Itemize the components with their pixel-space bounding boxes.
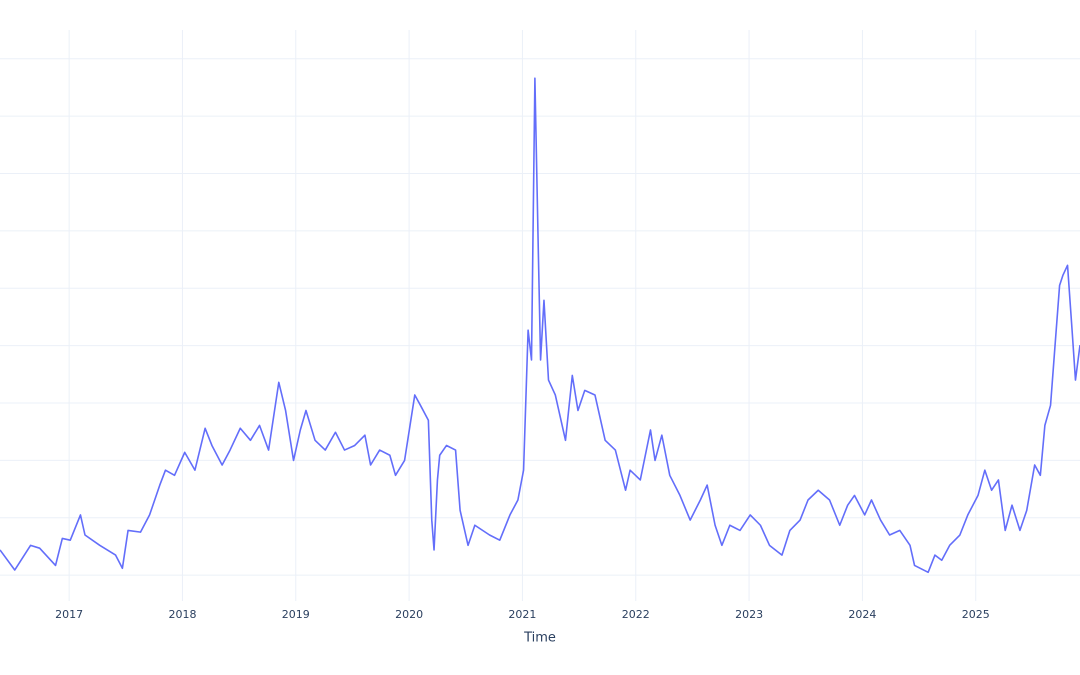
x-tick-label: 2023 <box>735 608 763 621</box>
x-tick-label: 2025 <box>962 608 990 621</box>
x-tick-label: 2020 <box>395 608 423 621</box>
x-tick-label: 2019 <box>282 608 310 621</box>
x-axis-title: Time <box>523 631 556 646</box>
x-tick-label: 2018 <box>168 608 196 621</box>
x-tick-label: 2017 <box>55 608 83 621</box>
x-tick-label: 2024 <box>848 608 876 621</box>
x-tick-label: 2022 <box>622 608 650 621</box>
x-tick-label: 2021 <box>508 608 536 621</box>
data-line <box>0 77 1080 574</box>
